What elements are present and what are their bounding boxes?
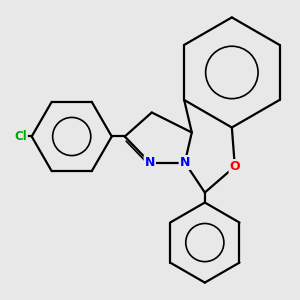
Text: N: N [145,156,155,169]
Text: N: N [180,156,190,169]
Text: Cl: Cl [14,130,27,143]
Text: O: O [230,160,240,173]
